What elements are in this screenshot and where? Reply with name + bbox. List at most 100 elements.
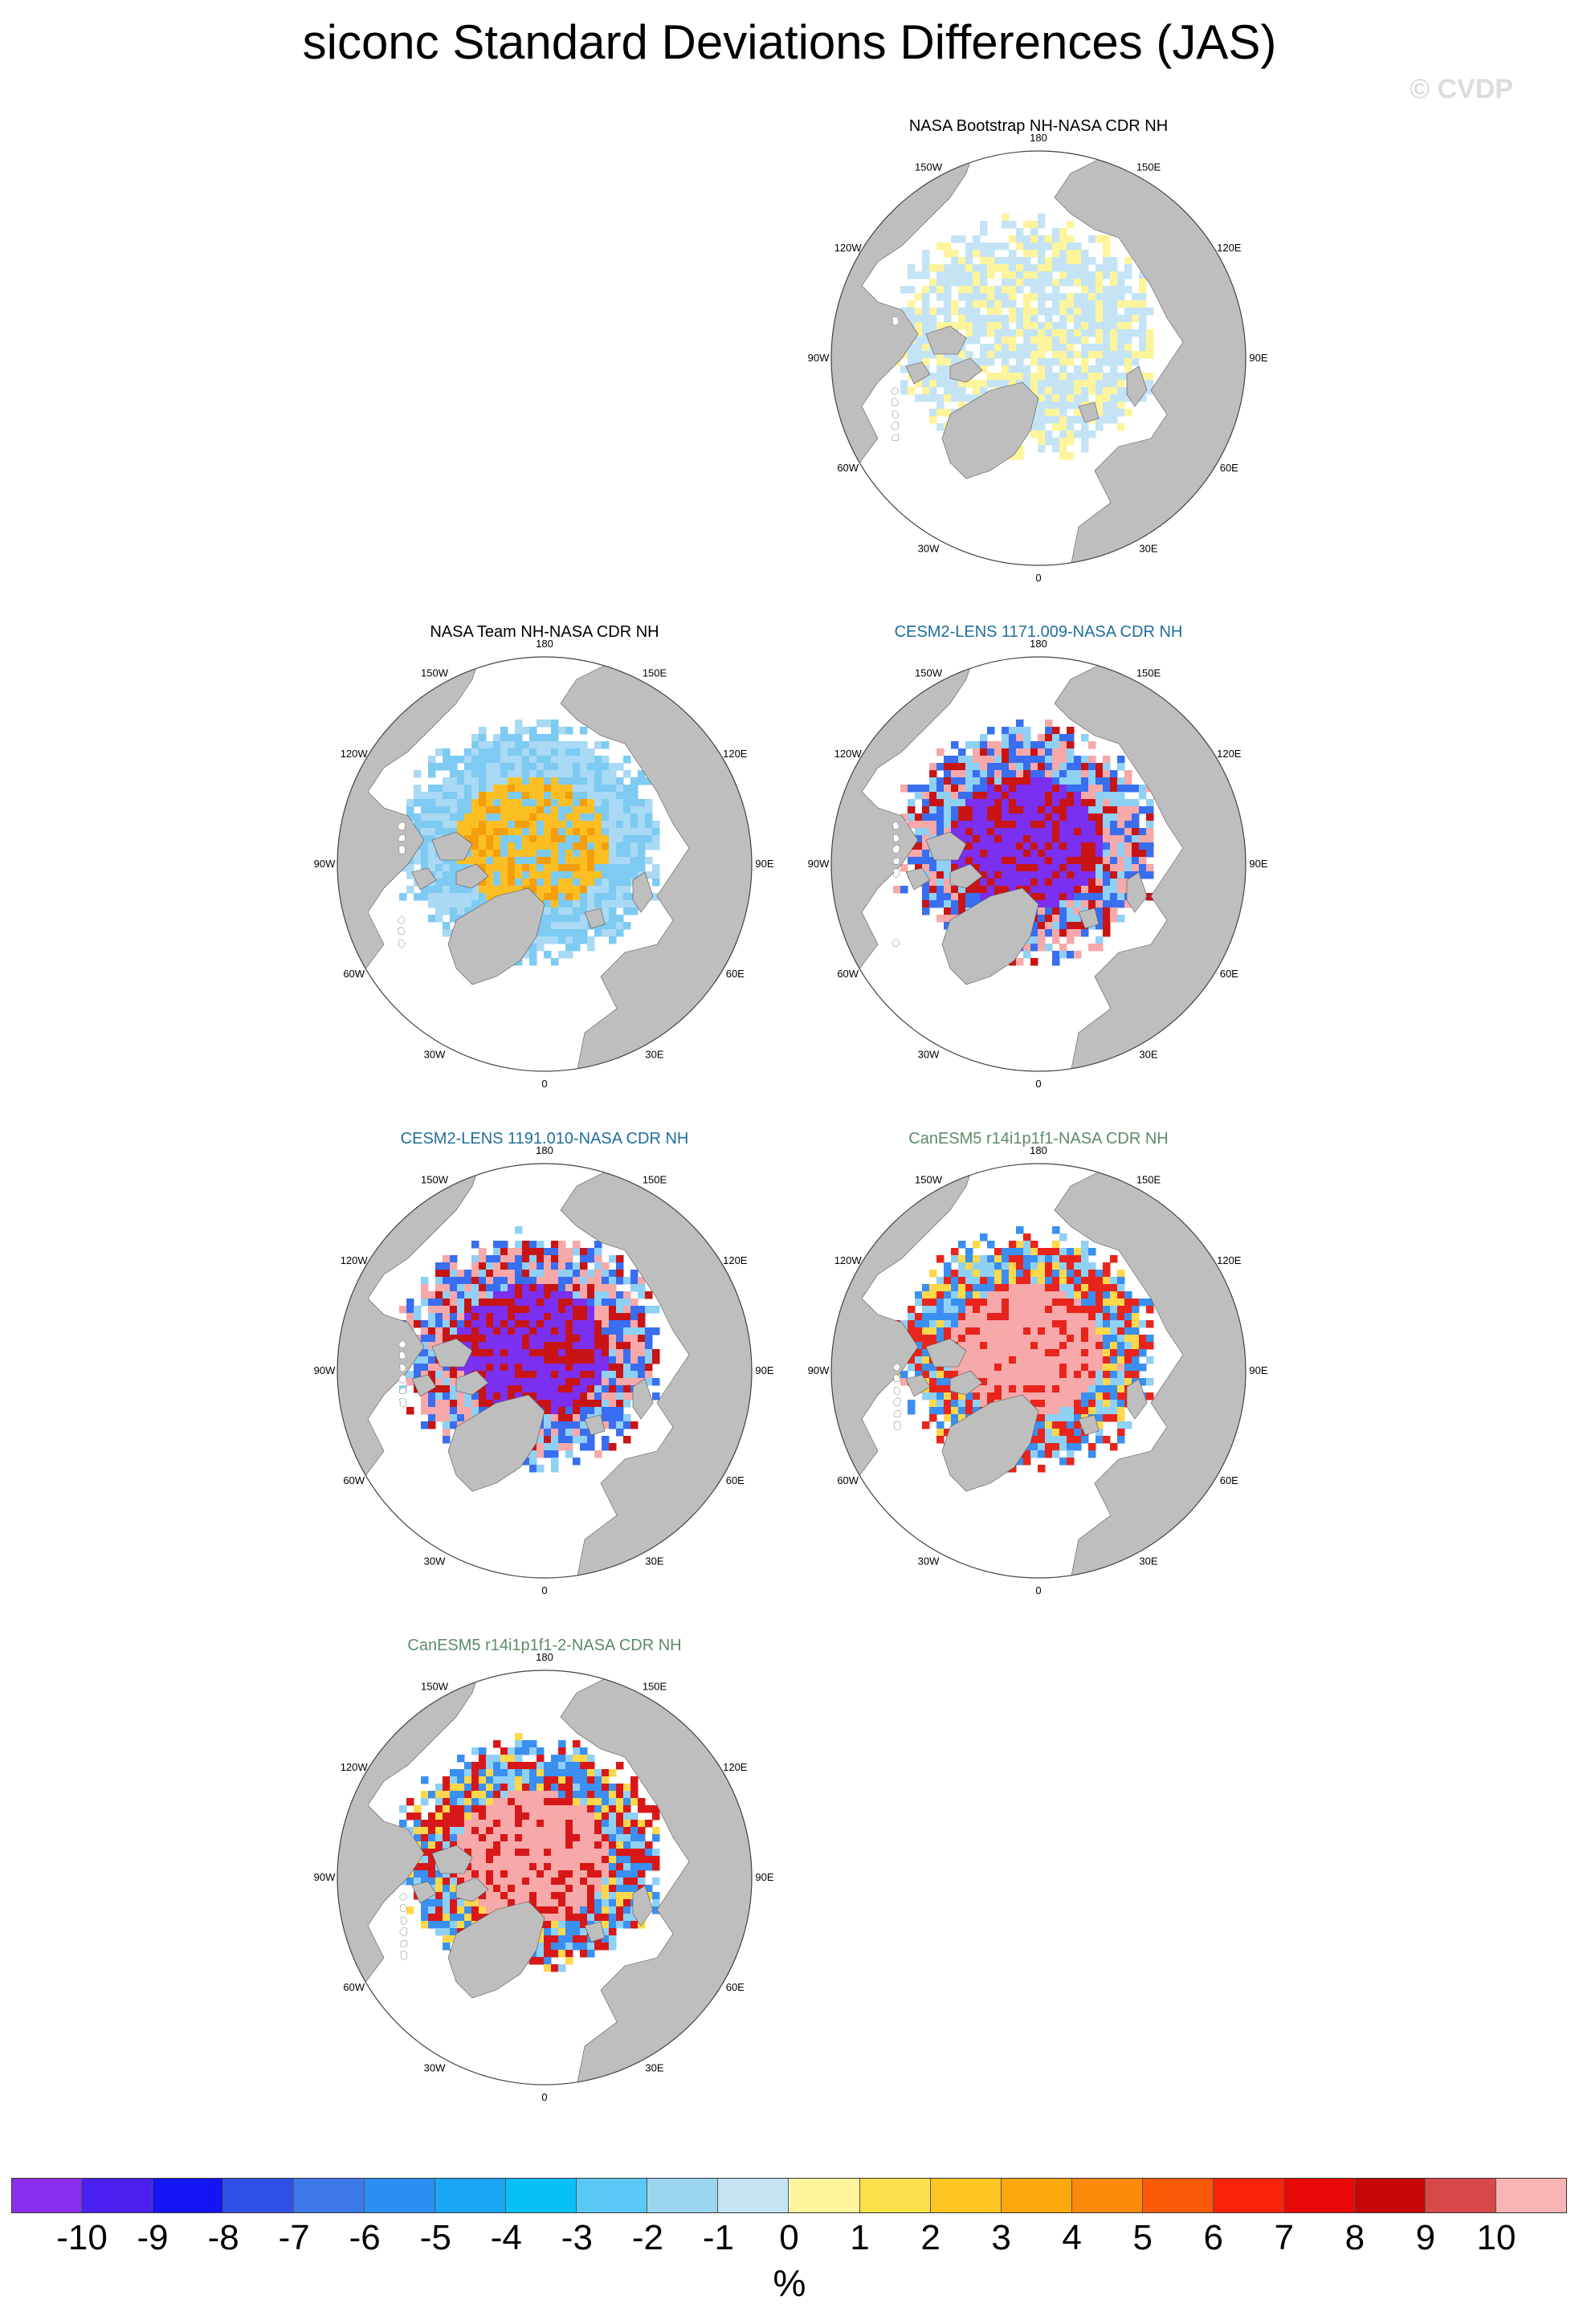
ice-cell — [602, 1342, 610, 1350]
ice-cell — [1096, 336, 1104, 345]
ice-cell — [965, 1291, 973, 1299]
ice-cell — [565, 727, 573, 735]
ice-cell — [493, 1284, 501, 1292]
ice-cell — [428, 1820, 436, 1828]
ice-cell — [493, 806, 501, 814]
ice-cell — [406, 799, 414, 807]
ice-cell — [908, 1313, 916, 1321]
ice-cell — [573, 1299, 581, 1307]
ice-cell — [638, 821, 646, 829]
ice-cell — [450, 1841, 458, 1849]
ice-cell — [1059, 842, 1067, 850]
longitude-label: 0 — [1035, 572, 1041, 584]
ice-cell — [421, 1798, 429, 1806]
ice-cell — [936, 271, 945, 279]
ice-cell — [522, 799, 530, 807]
ice-cell — [980, 1291, 988, 1299]
ice-cell — [1009, 1306, 1017, 1314]
ice-cell — [479, 763, 487, 771]
ice-cell — [1059, 445, 1067, 453]
ice-cell — [587, 1356, 595, 1364]
ice-cell — [544, 1784, 552, 1792]
ice-cell — [1045, 1335, 1053, 1343]
ice-cell — [936, 915, 945, 923]
ice-cell — [908, 315, 916, 323]
ice-cell — [544, 741, 552, 749]
ice-cell — [522, 792, 530, 800]
ice-cell — [994, 1291, 1002, 1299]
ice-cell — [1009, 727, 1017, 735]
ice-cell — [414, 799, 422, 807]
ice-cell — [1074, 351, 1082, 359]
ice-cell — [1081, 763, 1089, 771]
ice-cell — [973, 763, 981, 771]
ice-cell — [944, 293, 952, 301]
ice-cell — [450, 770, 458, 778]
ice-cell — [457, 785, 465, 793]
ice-cell — [958, 279, 966, 287]
ice-cell — [428, 1320, 436, 1328]
ice-cell — [551, 1342, 559, 1350]
ice-cell — [973, 279, 981, 287]
ice-cell — [1002, 214, 1010, 222]
ice-cell — [428, 1841, 436, 1849]
ice-cell — [638, 1820, 646, 1828]
ice-cell — [1081, 293, 1089, 301]
ice-cell — [464, 1284, 472, 1292]
ice-cell — [602, 907, 610, 915]
ice-cell — [630, 900, 639, 908]
ice-cell — [1009, 806, 1017, 814]
ice-cell — [1146, 1392, 1154, 1401]
ice-cell — [1074, 1443, 1082, 1451]
ice-cell — [551, 835, 559, 843]
ice-cell — [1088, 365, 1096, 373]
ice-cell — [580, 1335, 588, 1343]
ice-cell — [1074, 380, 1082, 388]
ice-cell — [1074, 257, 1082, 265]
ice-cell — [500, 799, 508, 807]
ice-cell — [936, 409, 945, 417]
ice-cell — [551, 1284, 559, 1292]
ice-cell — [544, 799, 552, 807]
ice-cell — [1038, 756, 1046, 764]
ice-cell — [1023, 951, 1031, 959]
ice-cell — [1139, 394, 1147, 402]
ice-cell — [1052, 1255, 1060, 1263]
ice-cell — [544, 1834, 552, 1842]
ice-cell — [900, 1320, 908, 1328]
ice-cell — [1030, 344, 1038, 352]
ice-cell — [1067, 1313, 1075, 1321]
ice-cell — [500, 1277, 508, 1285]
ice-cell — [929, 864, 937, 872]
ice-cell — [594, 1349, 602, 1357]
ice-cell — [486, 1385, 494, 1393]
ice-cell — [1067, 279, 1075, 287]
ice-cell — [1016, 770, 1024, 778]
ice-cell — [558, 842, 566, 850]
ice-cell — [1016, 727, 1024, 735]
ice-cell — [1045, 344, 1053, 352]
ice-cell — [558, 828, 566, 836]
ice-cell — [1023, 886, 1031, 894]
ice-cell — [944, 879, 952, 887]
ice-cell — [1045, 1255, 1053, 1263]
ice-cell — [922, 1313, 930, 1321]
ice-cell — [1059, 821, 1067, 829]
ice-cell — [1052, 792, 1060, 800]
ice-cell — [922, 300, 930, 308]
ice-cell — [944, 813, 952, 822]
ice-cell — [551, 1335, 559, 1343]
ice-cell — [522, 1378, 530, 1386]
ice-cell — [558, 1284, 566, 1292]
ice-cell — [573, 777, 581, 785]
ice-cell — [1139, 308, 1147, 316]
ice-cell — [421, 1827, 429, 1835]
ice-cell — [565, 1364, 573, 1372]
ice-cell — [537, 1436, 545, 1444]
ice-cell — [1016, 1385, 1024, 1393]
ice-cell — [493, 1291, 501, 1299]
ice-cell — [922, 257, 930, 265]
ice-cell — [443, 1798, 451, 1806]
ice-cell — [493, 1849, 501, 1857]
ice-cell — [987, 842, 995, 850]
